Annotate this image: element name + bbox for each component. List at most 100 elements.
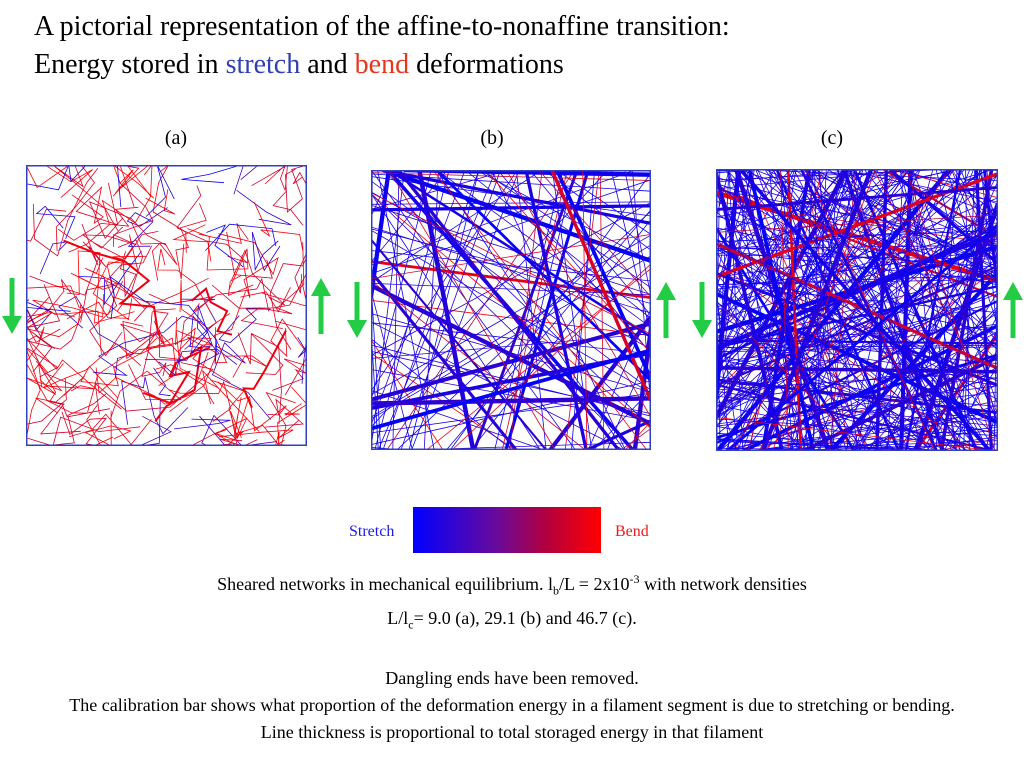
filament-segment <box>769 169 794 451</box>
filament-segment <box>716 269 998 349</box>
filament-segment <box>121 376 189 435</box>
filament-segment <box>548 315 651 450</box>
filament-segment <box>205 223 277 251</box>
filament-segment <box>727 169 830 451</box>
filament-segment <box>371 299 651 336</box>
filament-segment <box>42 393 107 446</box>
filament-segment <box>89 275 123 357</box>
filament-group <box>26 165 307 446</box>
filament-segment <box>114 182 154 235</box>
filament-segment <box>66 250 135 324</box>
filament-segment <box>26 336 122 410</box>
filament-segment <box>543 170 651 251</box>
filament-segment <box>26 307 61 343</box>
title-and-word: and <box>300 49 355 80</box>
filament-segment <box>716 390 998 433</box>
filament-segment <box>58 295 135 379</box>
calibration-color-bar <box>413 507 601 553</box>
filament-segment <box>885 169 998 192</box>
filament-segment <box>371 193 635 450</box>
filament-segment <box>70 257 120 290</box>
panel-frame <box>716 169 998 451</box>
filament-segment <box>716 189 998 243</box>
filament-segment <box>866 308 998 451</box>
filament-segment <box>211 341 272 420</box>
filament-segment <box>181 165 241 184</box>
filament-segment <box>776 169 992 451</box>
filament-segment <box>52 165 119 232</box>
filament-segment <box>371 280 586 450</box>
filament-segment <box>251 231 281 272</box>
filament-segment <box>371 396 651 406</box>
filament-segment <box>716 440 965 451</box>
filament-segment <box>57 206 139 241</box>
filament-segment <box>199 414 276 446</box>
filament-segment <box>716 418 998 437</box>
filament-segment <box>50 385 95 392</box>
filament-segment <box>38 363 57 403</box>
filament-segment <box>371 176 651 217</box>
filament-segment <box>551 170 593 450</box>
filament-segment <box>734 169 783 451</box>
filament-segment <box>716 238 998 388</box>
filament-segment <box>371 229 651 394</box>
caption-line-2: L/lc= 9.0 (a), 29.1 (b) and 46.7 (c). <box>0 605 1024 639</box>
filament-segment <box>26 378 67 425</box>
filament-segment <box>716 214 998 233</box>
filament-segment <box>80 337 158 398</box>
network-plot-b <box>371 170 651 450</box>
filament-segment <box>855 384 998 451</box>
filament-segment <box>112 165 155 199</box>
filament-segment <box>175 203 207 280</box>
filament-segment <box>179 279 231 329</box>
filament-segment <box>43 343 142 389</box>
network-panel-a <box>26 165 307 446</box>
caption-line-2-b: = 9.0 (a), 29.1 (b) and 46.7 (c). <box>413 607 637 628</box>
filament-segment <box>805 169 936 451</box>
panel-frame <box>371 170 651 450</box>
filament-segment <box>632 170 651 410</box>
filament-segment <box>491 170 626 450</box>
filament-segment <box>187 228 249 290</box>
filament-segment <box>88 201 167 246</box>
filament-segment <box>914 202 998 451</box>
filament-segment <box>888 169 998 265</box>
filament-segment <box>371 280 382 450</box>
filament-segment <box>883 180 998 451</box>
filament-segment <box>716 169 877 253</box>
filament-segment <box>144 315 208 361</box>
filament-segment <box>505 170 651 418</box>
filament-segment <box>297 336 307 371</box>
filament-segment <box>716 366 998 374</box>
filament-segment <box>61 411 107 446</box>
caption-line-4: The calibration bar shows what proportio… <box>69 695 955 716</box>
title-stretch-word: stretch <box>225 49 301 80</box>
filament-segment <box>371 234 651 280</box>
filament-segment <box>550 170 651 402</box>
filament-segment <box>126 207 168 247</box>
filament-segment <box>436 170 651 328</box>
filament-segment <box>737 169 844 451</box>
filament-segment <box>157 248 212 315</box>
filament-segment <box>716 169 894 335</box>
filament-segment <box>141 311 167 377</box>
filament-segment <box>505 170 576 450</box>
filament-segment <box>122 320 172 360</box>
filament-segment <box>371 170 448 263</box>
filament-segment <box>371 170 509 210</box>
filament-segment <box>63 239 160 336</box>
filament-segment <box>371 390 545 450</box>
filament-segment <box>26 280 124 318</box>
filament-segment <box>272 190 304 226</box>
filament-segment <box>172 224 212 262</box>
filament-segment <box>432 170 648 450</box>
filament-segment <box>130 221 178 281</box>
filament-segment <box>777 169 847 451</box>
caption-line-1-sub: b <box>552 583 559 598</box>
filament-segment <box>206 224 244 268</box>
filament-segment <box>856 172 998 451</box>
filament-segment <box>153 367 171 397</box>
filament-segment <box>716 439 909 451</box>
filament-segment <box>716 243 979 451</box>
caption-line-1-a: Sheared networks in mechanical equilibri… <box>217 574 553 594</box>
